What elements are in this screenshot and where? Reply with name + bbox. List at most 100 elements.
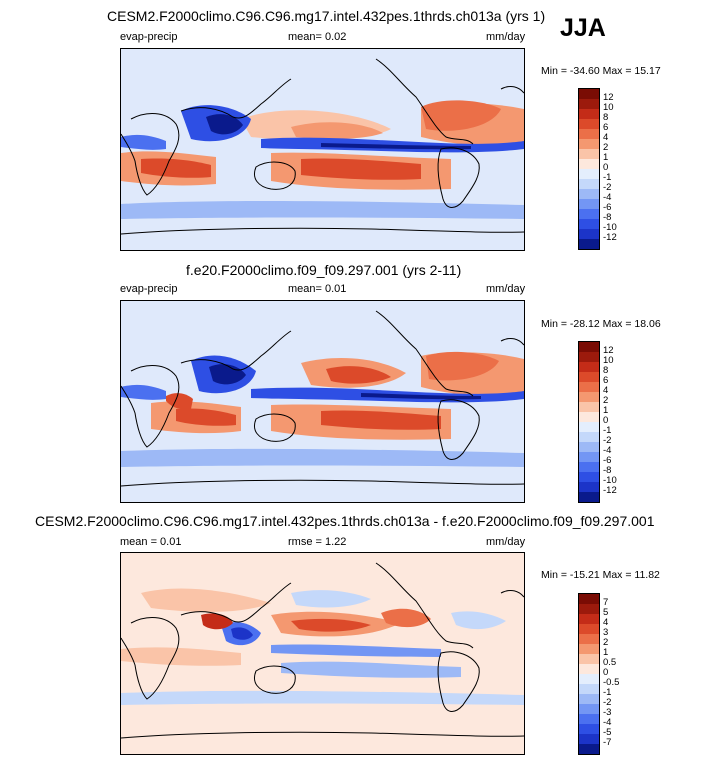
colorbar-swatch xyxy=(579,219,599,229)
panel-3-coastlines xyxy=(121,562,524,739)
panel-3-map-svg xyxy=(121,553,524,754)
season-label: JJA xyxy=(560,14,606,42)
colorbar-tick-label: -2 xyxy=(603,435,612,446)
colorbar-tick-label: 0 xyxy=(603,162,609,173)
p1-australia-coast xyxy=(254,161,296,190)
p1-north-atlantic-red xyxy=(421,100,501,131)
colorbar-swatch xyxy=(579,604,599,614)
p3-atlantic-blue xyxy=(451,611,506,630)
colorbar-tick-label: -12 xyxy=(603,485,617,496)
colorbar-swatch xyxy=(579,209,599,219)
p1-africa-coast xyxy=(121,113,180,196)
p3-antarctica-coast xyxy=(121,731,524,739)
colorbar-swatch xyxy=(579,159,599,169)
colorbar-tick-label: 1 xyxy=(603,152,609,163)
colorbar-swatch xyxy=(579,644,599,654)
colorbar-swatch xyxy=(579,99,599,109)
panel-2-field xyxy=(121,351,524,467)
colorbar-tick-label: -8 xyxy=(603,212,612,223)
colorbar-swatch xyxy=(579,229,599,239)
panel-1-title: CESM2.F2000climo.C96.C96.mg17.intel.432p… xyxy=(107,8,546,24)
colorbar-tick-label: 4 xyxy=(603,132,609,143)
panel-2-variable-label: evap-precip xyxy=(120,283,178,295)
colorbar-tick-label: 2 xyxy=(603,142,609,153)
p2-asia-coast xyxy=(180,330,292,371)
colorbar-swatch xyxy=(579,402,599,412)
p2-indian-monsoon-core xyxy=(209,364,246,385)
colorbar-swatch xyxy=(579,664,599,674)
panel-2-mean-label: mean= 0.01 xyxy=(288,283,347,295)
p2-australia-coast xyxy=(254,413,296,442)
colorbar-tick-label: -6 xyxy=(603,455,612,466)
colorbar-tick-label: 10 xyxy=(603,102,614,113)
colorbar-tick-label: -4 xyxy=(603,192,612,203)
panel-3-rmse-label: rmse = 1.22 xyxy=(288,536,347,548)
colorbar-swatch xyxy=(579,724,599,734)
p3-equatorial-blue xyxy=(271,644,441,657)
p3-asia-coast xyxy=(180,582,292,623)
colorbar-swatch xyxy=(579,422,599,432)
colorbar-swatch xyxy=(579,624,599,634)
colorbar-swatch xyxy=(579,392,599,402)
panel-1-variable-label: evap-precip xyxy=(120,31,178,43)
colorbar-swatch xyxy=(579,594,599,604)
p3-north-red-1 xyxy=(141,588,271,612)
colorbar-tick-label: -4 xyxy=(603,445,612,456)
colorbar-swatch xyxy=(579,129,599,139)
p3-europe-coast xyxy=(500,589,524,598)
colorbar-tick-label: 12 xyxy=(603,345,614,356)
panel-3-field xyxy=(121,588,524,705)
colorbar-swatch xyxy=(579,634,599,644)
p3-south-red-band xyxy=(121,647,241,666)
colorbar-tick-label: -2 xyxy=(603,182,612,193)
colorbar-swatch xyxy=(579,362,599,372)
p3-indian-red xyxy=(201,613,233,630)
panel-1-minmax: Min = -34.60 Max = 15.17 xyxy=(541,65,661,77)
colorbar-tick-label: 1 xyxy=(603,647,609,658)
colorbar-swatch xyxy=(579,452,599,462)
p3-south-america-coast xyxy=(437,651,480,712)
colorbar-tick-label: 12 xyxy=(603,92,614,103)
panel-1-coastlines xyxy=(121,58,524,235)
p2-south-america-coast xyxy=(437,399,480,460)
colorbar-swatch xyxy=(579,442,599,452)
panel-2-minmax: Min = -28.12 Max = 18.06 xyxy=(541,318,661,330)
p3-southern-ocean-blue xyxy=(121,690,524,705)
colorbar-tick-label: -10 xyxy=(603,222,617,233)
panel-3-title: CESM2.F2000climo.C96.C96.mg17.intel.432p… xyxy=(35,513,655,529)
colorbar-swatch xyxy=(579,472,599,482)
colorbar-swatch xyxy=(579,109,599,119)
colorbar-tick-label: 0 xyxy=(603,415,609,426)
colorbar-tick-label: 5 xyxy=(603,607,609,618)
panel-1-mean-label: mean= 0.02 xyxy=(288,31,347,43)
colorbar-swatch xyxy=(579,684,599,694)
p2-africa-coast xyxy=(121,365,180,448)
colorbar-tick-label: -2 xyxy=(603,697,612,708)
colorbar-tick-label: -5 xyxy=(603,727,612,738)
p3-west-pacific-red-core xyxy=(291,618,371,632)
colorbar-swatch xyxy=(579,342,599,352)
p1-asia-coast xyxy=(180,78,292,119)
colorbar-tick-label: 4 xyxy=(603,385,609,396)
p1-south-indian-red-core xyxy=(141,158,211,178)
p3-north-blue-1 xyxy=(291,590,371,608)
p1-southern-ocean-blue xyxy=(121,201,524,219)
colorbar-swatch xyxy=(579,179,599,189)
colorbar-tick-label: -1 xyxy=(603,172,612,183)
p2-south-indian-red-core xyxy=(176,408,236,426)
panel-2-coastlines xyxy=(121,310,524,487)
colorbar-tick-label: -0.5 xyxy=(603,677,620,688)
colorbar-tick-label: 10 xyxy=(603,355,614,366)
colorbar-swatch xyxy=(579,462,599,472)
panel-2-map xyxy=(120,300,525,503)
colorbar-swatch xyxy=(579,239,599,249)
colorbar-swatch xyxy=(579,704,599,714)
colorbar-swatch xyxy=(579,432,599,442)
p1-tropical-atlantic-blue xyxy=(121,134,166,150)
p2-tropical-atlantic-blue xyxy=(121,384,166,400)
colorbar-tick-label: -7 xyxy=(603,737,612,748)
panel-1-map-svg xyxy=(121,49,524,250)
panel-2-map-svg xyxy=(121,301,524,502)
colorbar-tick-label: 6 xyxy=(603,375,609,386)
colorbar-tick-label: 6 xyxy=(603,122,609,133)
